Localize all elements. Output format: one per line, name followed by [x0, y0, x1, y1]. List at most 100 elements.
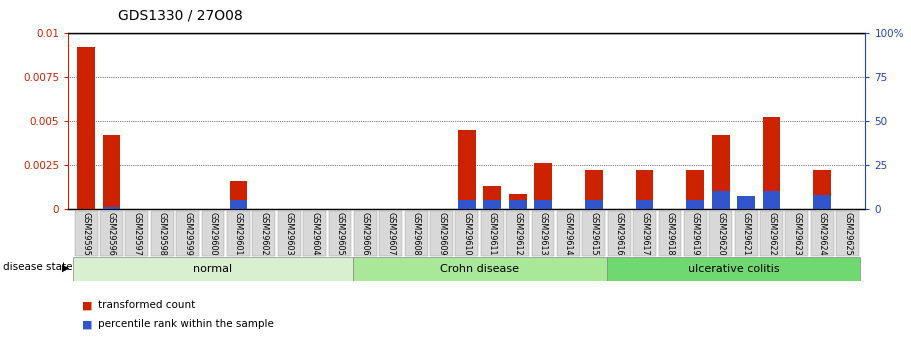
- Text: normal: normal: [193, 264, 232, 274]
- FancyBboxPatch shape: [201, 211, 224, 256]
- Bar: [484, 200, 501, 209]
- Bar: [687, 170, 704, 209]
- FancyBboxPatch shape: [659, 211, 681, 256]
- FancyBboxPatch shape: [353, 257, 607, 281]
- Text: GSM29612: GSM29612: [513, 212, 522, 255]
- Text: GSM29610: GSM29610: [463, 212, 471, 255]
- Text: GSM29623: GSM29623: [793, 212, 802, 255]
- Text: GSM29607: GSM29607: [386, 212, 395, 255]
- Text: Crohn disease: Crohn disease: [440, 264, 519, 274]
- Text: GSM29622: GSM29622: [767, 212, 776, 256]
- Bar: [103, 135, 120, 209]
- Text: GSM29613: GSM29613: [538, 212, 548, 255]
- Bar: [77, 47, 95, 209]
- Text: GSM29616: GSM29616: [615, 212, 624, 255]
- FancyBboxPatch shape: [151, 211, 174, 256]
- Text: GSM29605: GSM29605: [335, 212, 344, 255]
- FancyBboxPatch shape: [329, 211, 352, 256]
- FancyBboxPatch shape: [507, 211, 529, 256]
- Text: percentile rank within the sample: percentile rank within the sample: [98, 319, 274, 329]
- Bar: [763, 117, 781, 209]
- FancyBboxPatch shape: [836, 211, 859, 256]
- Bar: [103, 207, 120, 209]
- Text: GSM29611: GSM29611: [487, 212, 496, 255]
- FancyBboxPatch shape: [811, 211, 834, 256]
- FancyBboxPatch shape: [760, 211, 783, 256]
- FancyBboxPatch shape: [100, 211, 123, 256]
- FancyBboxPatch shape: [608, 211, 630, 256]
- FancyBboxPatch shape: [303, 211, 326, 256]
- Bar: [814, 170, 831, 209]
- Bar: [763, 191, 781, 209]
- Bar: [585, 200, 603, 209]
- Text: ■: ■: [82, 300, 93, 310]
- Text: GSM29615: GSM29615: [589, 212, 599, 255]
- Text: GSM29604: GSM29604: [310, 212, 319, 255]
- Text: GSM29609: GSM29609: [437, 212, 446, 255]
- Text: GSM29601: GSM29601: [234, 212, 243, 255]
- FancyBboxPatch shape: [353, 211, 377, 256]
- Bar: [534, 163, 552, 209]
- FancyBboxPatch shape: [74, 257, 353, 281]
- Text: GSM29608: GSM29608: [412, 212, 421, 255]
- Text: GSM29614: GSM29614: [564, 212, 573, 255]
- FancyBboxPatch shape: [278, 211, 301, 256]
- Text: ulcerative colitis: ulcerative colitis: [688, 264, 779, 274]
- Text: GSM29596: GSM29596: [107, 212, 116, 256]
- FancyBboxPatch shape: [252, 211, 275, 256]
- Text: GSM29625: GSM29625: [844, 212, 852, 256]
- Bar: [484, 186, 501, 209]
- FancyBboxPatch shape: [557, 211, 580, 256]
- Bar: [711, 135, 730, 209]
- Bar: [636, 170, 653, 209]
- Text: GSM29599: GSM29599: [183, 212, 192, 256]
- Text: GSM29597: GSM29597: [132, 212, 141, 256]
- Bar: [458, 130, 476, 209]
- Text: GSM29620: GSM29620: [716, 212, 725, 255]
- Text: GSM29602: GSM29602: [260, 212, 269, 255]
- Bar: [508, 194, 527, 209]
- Text: GSM29606: GSM29606: [361, 212, 370, 255]
- Bar: [711, 191, 730, 209]
- Text: GDS1330 / 27O08: GDS1330 / 27O08: [118, 9, 243, 23]
- Text: ▶: ▶: [62, 263, 69, 272]
- FancyBboxPatch shape: [633, 211, 656, 256]
- Text: GSM29619: GSM29619: [691, 212, 700, 255]
- FancyBboxPatch shape: [379, 211, 402, 256]
- FancyBboxPatch shape: [456, 211, 478, 256]
- Text: GSM29598: GSM29598: [158, 212, 167, 256]
- Bar: [230, 180, 247, 209]
- Text: GSM29603: GSM29603: [284, 212, 293, 255]
- FancyBboxPatch shape: [785, 211, 808, 256]
- FancyBboxPatch shape: [126, 211, 148, 256]
- Bar: [636, 200, 653, 209]
- FancyBboxPatch shape: [404, 211, 427, 256]
- FancyBboxPatch shape: [227, 211, 250, 256]
- Bar: [534, 200, 552, 209]
- FancyBboxPatch shape: [734, 211, 758, 256]
- FancyBboxPatch shape: [710, 211, 732, 256]
- Text: GSM29618: GSM29618: [665, 212, 674, 255]
- Bar: [814, 195, 831, 209]
- Bar: [508, 200, 527, 209]
- Text: disease state: disease state: [3, 263, 72, 272]
- Text: GSM29600: GSM29600: [209, 212, 218, 255]
- Text: GSM29617: GSM29617: [640, 212, 650, 255]
- Bar: [458, 200, 476, 209]
- FancyBboxPatch shape: [532, 211, 555, 256]
- Text: GSM29595: GSM29595: [82, 212, 90, 256]
- Bar: [737, 196, 755, 209]
- FancyBboxPatch shape: [176, 211, 200, 256]
- Text: GSM29624: GSM29624: [818, 212, 827, 255]
- FancyBboxPatch shape: [430, 211, 453, 256]
- FancyBboxPatch shape: [75, 211, 97, 256]
- FancyBboxPatch shape: [684, 211, 707, 256]
- FancyBboxPatch shape: [481, 211, 504, 256]
- Bar: [585, 170, 603, 209]
- FancyBboxPatch shape: [607, 257, 860, 281]
- Text: GSM29621: GSM29621: [742, 212, 751, 255]
- Text: ■: ■: [82, 319, 93, 329]
- FancyBboxPatch shape: [582, 211, 605, 256]
- Bar: [687, 200, 704, 209]
- Bar: [230, 200, 247, 209]
